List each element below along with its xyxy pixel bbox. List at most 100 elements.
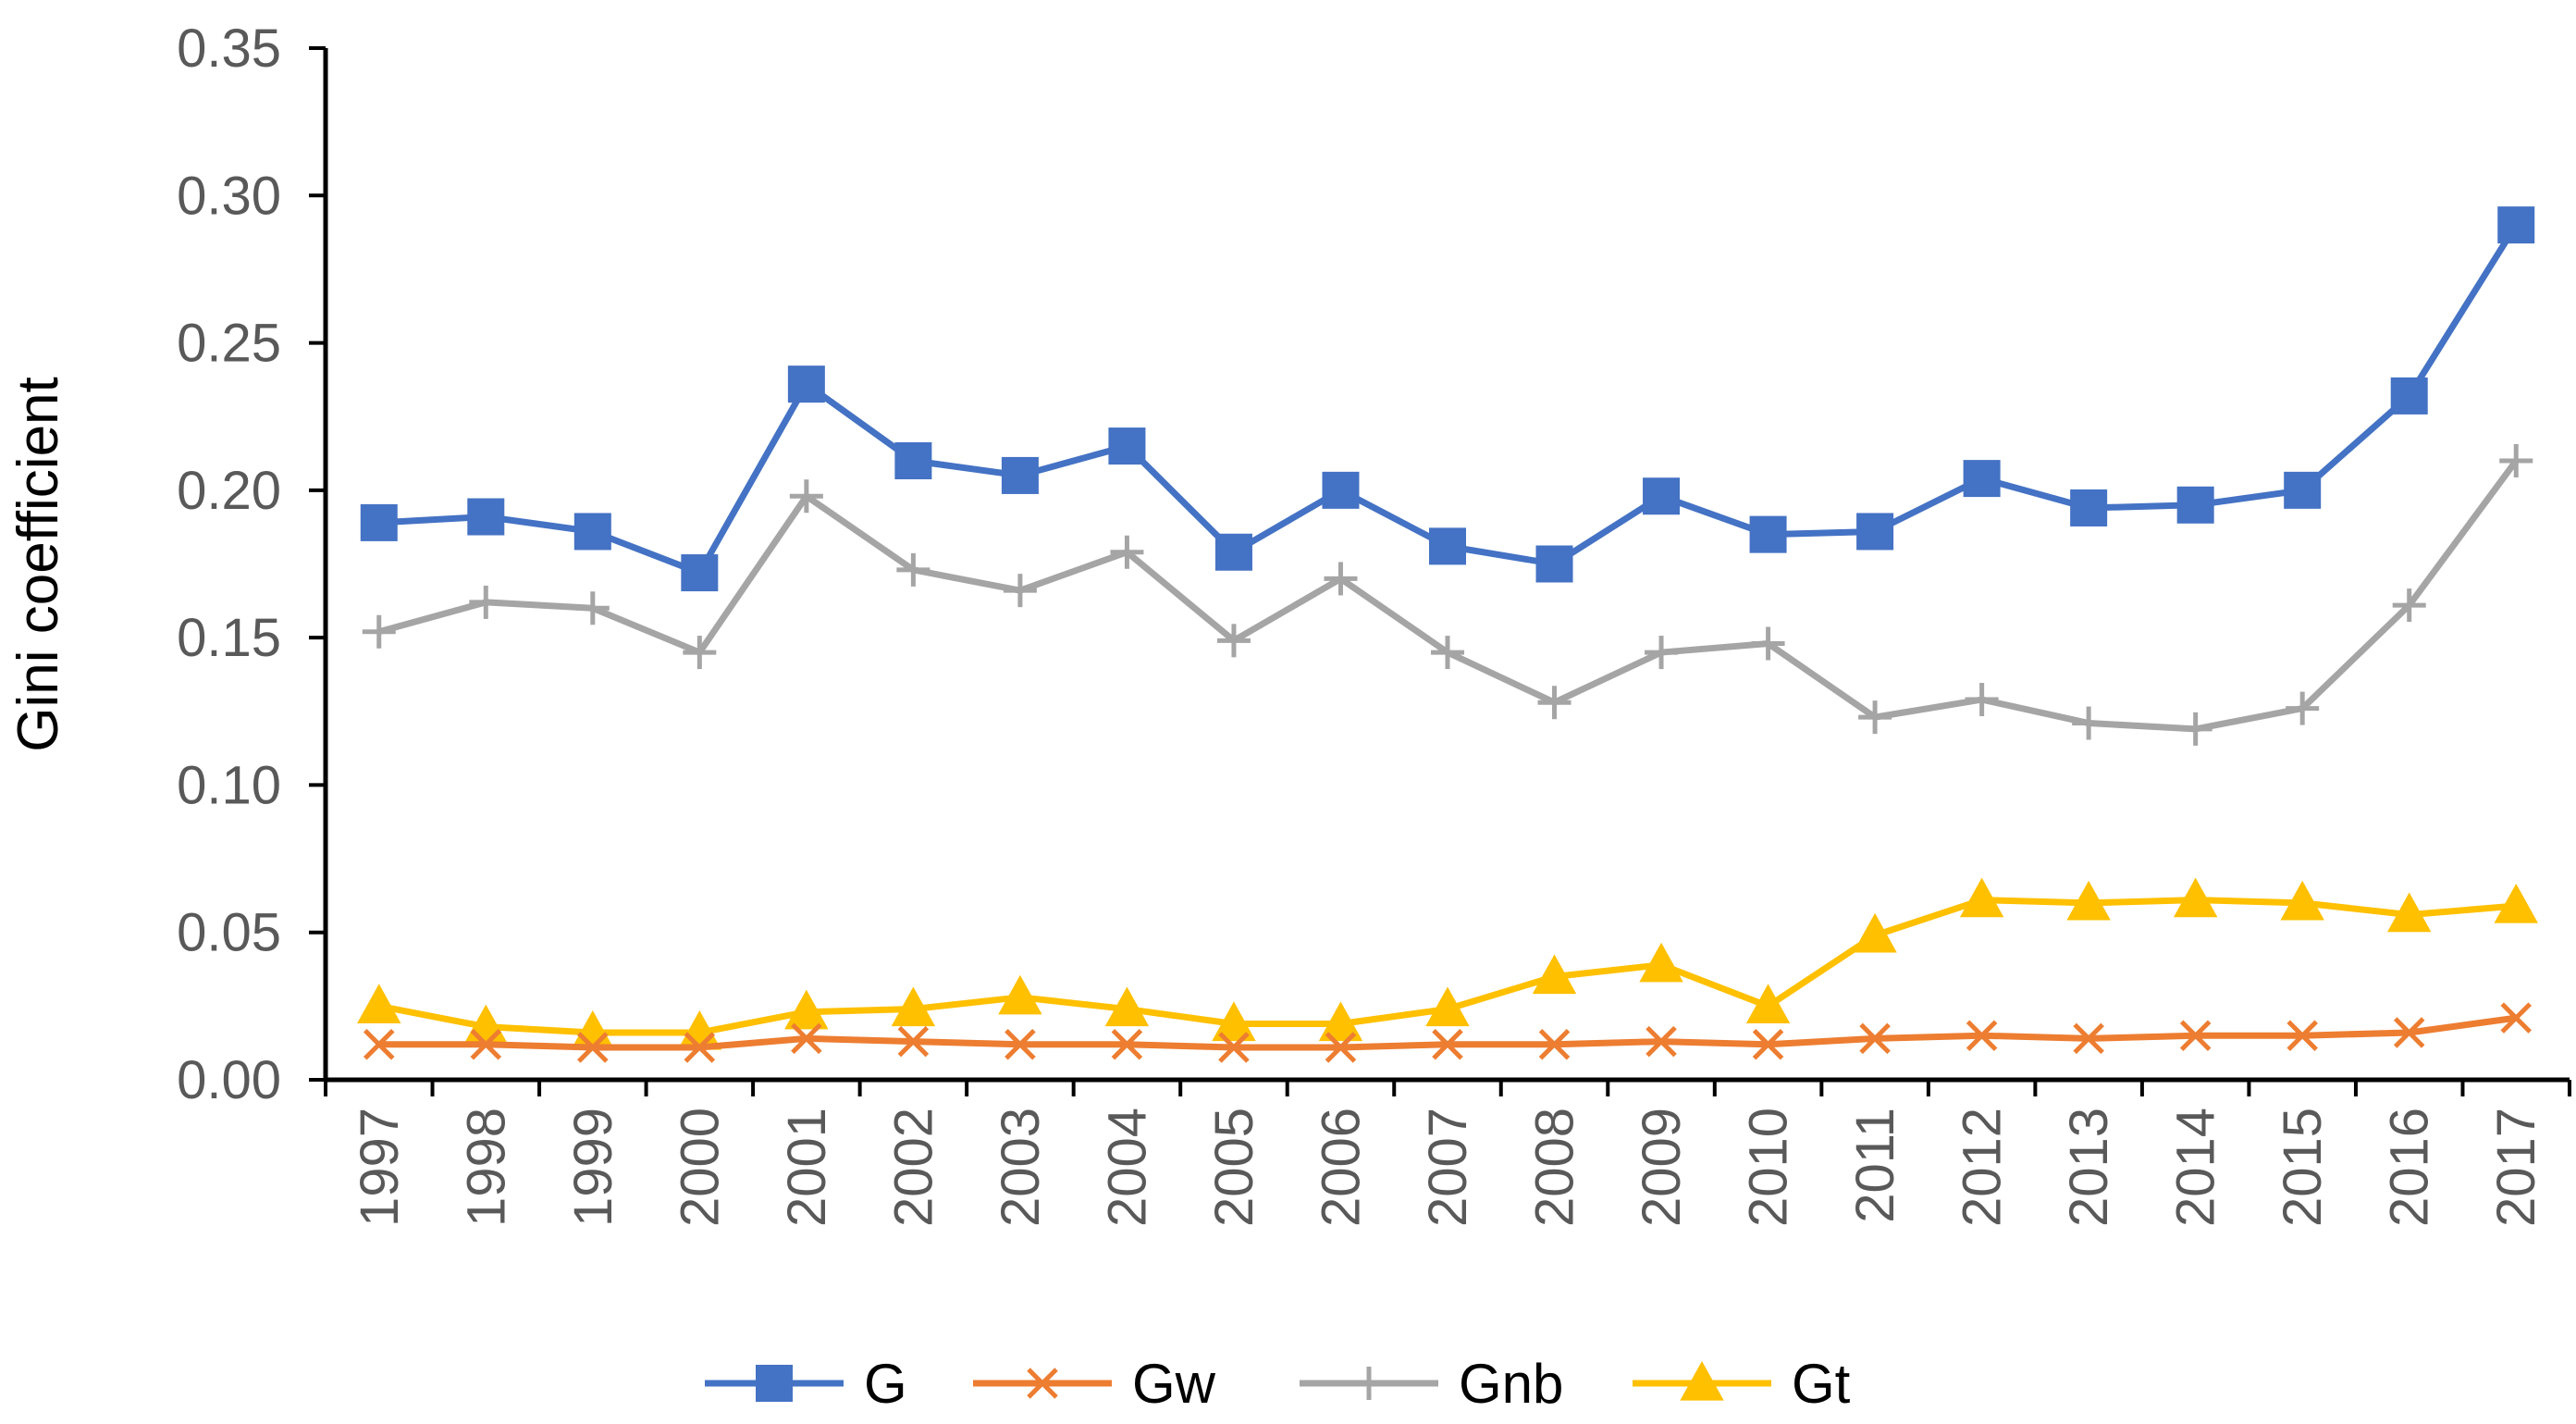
data-point-gt (2494, 883, 2538, 923)
data-point-gt (1212, 1001, 1256, 1042)
data-point-g (467, 498, 505, 536)
x-tick-label: 2003 (991, 1108, 1051, 1227)
data-point-gw (577, 1032, 609, 1063)
legend-item-g: G (705, 1353, 907, 1415)
x-tick-label: 2008 (1525, 1108, 1585, 1227)
data-point-gw (684, 1032, 716, 1063)
data-point-gnb (1858, 700, 1892, 735)
data-point-g (1535, 545, 1573, 583)
data-point-gt (357, 984, 401, 1023)
data-point-gnb (362, 614, 396, 649)
data-point-gnb (2178, 712, 2212, 746)
data-point-gw (1005, 1029, 1036, 1060)
data-point-gw (1325, 1032, 1357, 1063)
data-point-g (2497, 206, 2535, 244)
data-point-g (2176, 486, 2214, 524)
y-tick-label: 0.25 (177, 314, 281, 374)
x-tick-label: 1998 (456, 1108, 516, 1227)
legend: G Gw Gnb Gt (705, 1353, 1851, 1415)
y-tick-label: 0.35 (177, 19, 281, 79)
series-gw (363, 1002, 2533, 1063)
x-tick-label: 2005 (1204, 1108, 1264, 1227)
data-point-gt (2280, 880, 2324, 921)
x-tick-label: 2004 (1097, 1108, 1157, 1227)
data-point-gw (1111, 1029, 1143, 1060)
data-point-gnb (2499, 444, 2533, 477)
x-tick-label: 2009 (1632, 1108, 1692, 1227)
y-tick-label: 0.10 (177, 755, 281, 815)
x-axis-ticks: 1997 1998 1999 2000 2001 2002 2003 2004 2005 2006… (324, 1080, 2571, 1227)
data-point-gt (891, 986, 936, 1027)
data-point-gnb (683, 636, 717, 670)
x-tick-label: 2013 (2059, 1108, 2119, 1227)
data-point-gnb (789, 479, 823, 514)
data-point-gw (2073, 1022, 2104, 1055)
data-point-gt (1104, 986, 1150, 1027)
data-point-gw (2179, 1020, 2212, 1051)
x-tick-label: 2002 (883, 1108, 943, 1227)
x-tick-label: 2015 (2273, 1108, 2333, 1227)
legend-marker (1027, 1368, 1058, 1399)
data-point-gnb (2286, 691, 2320, 725)
data-point-gt (1639, 942, 1683, 983)
data-point-g (573, 513, 611, 551)
data-point-g (681, 554, 719, 592)
data-point-gw (470, 1029, 502, 1060)
data-point-gt (2066, 880, 2111, 921)
data-point-gt (1318, 1001, 1363, 1042)
x-tick-label: 2007 (1418, 1108, 1478, 1227)
x-tick-label: 1997 (350, 1108, 410, 1227)
y-tick-label: 0.30 (177, 166, 281, 226)
data-point-gnb (1537, 686, 1571, 720)
data-point-gw (1859, 1022, 1891, 1055)
data-point-gt (1853, 912, 1897, 953)
x-tick-label: 2012 (1953, 1108, 2013, 1227)
data-point-gt (1959, 877, 2004, 918)
data-point-gt (2173, 877, 2218, 918)
data-point-gnb (2392, 588, 2426, 623)
data-point-gnb (469, 585, 503, 619)
data-point-g (1643, 477, 1681, 515)
data-point-gt (2387, 892, 2432, 933)
legend-item-gt: Gt (1633, 1353, 1851, 1415)
data-point-g (1214, 533, 1252, 571)
series-g (360, 206, 2535, 592)
data-point-gw (1966, 1020, 1998, 1051)
data-point-gnb (1965, 683, 1999, 717)
x-tick-label: 2014 (2166, 1108, 2226, 1227)
x-tick-label: 2017 (2486, 1108, 2546, 1227)
data-point-g (2390, 377, 2428, 415)
data-point-gw (897, 1025, 930, 1058)
plot-axes (323, 48, 2570, 1083)
data-point-gnb (1431, 636, 1464, 670)
data-point-gnb (1645, 636, 1679, 670)
legend-marker (1352, 1367, 1386, 1400)
data-point-gw (791, 1022, 822, 1055)
data-point-gt (1745, 984, 1791, 1023)
y-axis-title: Gini coefficient (6, 377, 70, 752)
y-axis-ticks: 0.00 0.05 0.10 0.15 0.20 0.25 0.30 0.35 (177, 19, 326, 1110)
data-point-gt (1425, 986, 1470, 1027)
data-point-g (1963, 460, 2001, 498)
data-point-g (2284, 471, 2322, 509)
data-point-gnb (2072, 706, 2106, 740)
data-point-gnb (1216, 624, 1251, 658)
data-point-g (1856, 513, 1894, 551)
data-point-g (1108, 427, 1146, 465)
y-tick-label: 0.15 (177, 608, 281, 668)
data-point-g (1749, 515, 1787, 553)
legend-item-gw: Gw (973, 1353, 1216, 1415)
data-point-g (787, 365, 825, 403)
data-point-g (1429, 527, 1466, 565)
data-point-gt (1532, 954, 1577, 995)
legend-label: Gnb (1459, 1353, 1563, 1415)
data-point-gw (1432, 1029, 1463, 1060)
x-tick-label: 2000 (670, 1108, 730, 1227)
data-point-gw (2393, 1017, 2425, 1048)
data-point-gnb (1751, 626, 1785, 661)
data-point-g (1322, 471, 1360, 509)
data-point-gw (2500, 1002, 2533, 1034)
data-point-gnb (1003, 574, 1037, 608)
series-gnb (362, 444, 2533, 746)
